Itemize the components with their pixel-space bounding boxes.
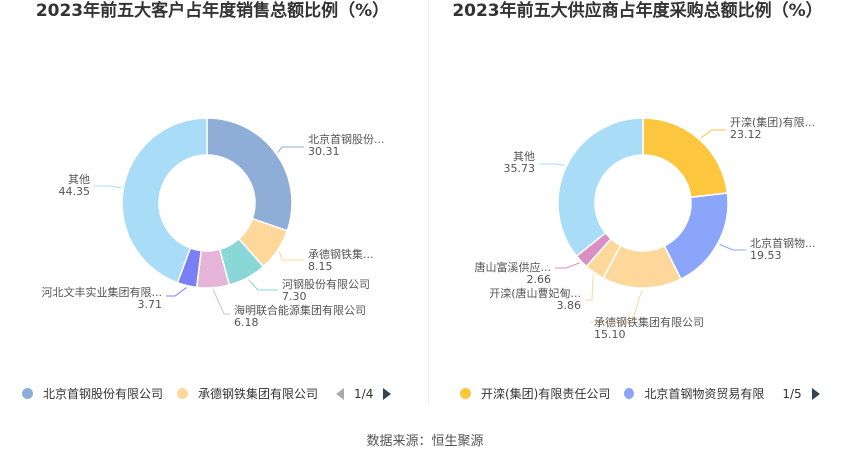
leader-line (94, 185, 122, 189)
slice-value-label: 2.66 (527, 273, 552, 286)
slice-value-label: 15.10 (594, 328, 626, 341)
legend-pager: 1/4 (336, 386, 392, 401)
slice-value-label: 8.15 (308, 260, 333, 273)
legend-page-indicator: 1/4 (354, 386, 374, 401)
next-page-icon[interactable] (811, 387, 820, 400)
chart-title-suppliers: 2023年前五大供应商占年度采购总额比例（%） (452, 1, 823, 21)
legend-label: 承德钢铁集团有限公司 (198, 387, 319, 401)
leader-line (539, 163, 565, 166)
legend-swatch (22, 388, 33, 399)
leader-line (585, 274, 594, 301)
legend-pager: 1/5 (782, 386, 820, 401)
legend-item[interactable]: 北京首钢股份有限公司 (22, 385, 163, 402)
legend-swatch (177, 388, 189, 399)
leader-line (277, 146, 304, 153)
prev-page-icon[interactable] (336, 387, 345, 400)
next-page-icon[interactable] (383, 387, 392, 400)
legend-suppliers: 开滦(集团)有限责任公司 北京首钢物资贸易有限 1/5 (460, 385, 820, 402)
legend-swatch (460, 388, 471, 399)
data-source-note: 数据来源：恒生聚源 (366, 434, 484, 449)
legend-swatch (624, 388, 635, 399)
slice-name-label: 承德钢铁集... (308, 247, 374, 261)
leader-line (700, 129, 726, 139)
pie-slice (121, 117, 208, 284)
leader-line (248, 279, 278, 291)
leader-line (719, 243, 746, 251)
slice-value-label: 3.86 (557, 299, 582, 312)
legend-item[interactable]: 承德钢铁集团有限公司 (177, 385, 318, 402)
leader-line (212, 289, 230, 315)
slice-name-label: 开滦(集团)有限... (730, 115, 815, 129)
slice-value-label: 6.18 (234, 316, 259, 329)
leader-line (278, 251, 304, 261)
legend-page-indicator: 1/5 (782, 386, 802, 401)
slice-name-label: 河北文丰实业集团有限... (42, 285, 163, 299)
slice-value-label: 23.12 (730, 128, 762, 141)
slice-value-label: 7.30 (282, 290, 307, 303)
panel-divider (428, 0, 429, 405)
slice-value-label: 30.31 (308, 145, 340, 158)
slice-name-label: 海明联合能源集团有限公司 (234, 303, 366, 317)
slice-value-label: 35.73 (504, 162, 536, 175)
leader-line (166, 287, 187, 297)
pie-slice (557, 117, 644, 258)
chart-title-customers: 2023年前五大客户占年度销售总额比例（%） (35, 1, 390, 21)
legend-label: 开滦(集团)有限责任公司 (481, 387, 611, 401)
legend-customers: 北京首钢股份有限公司 承德钢铁集团有限公司 1/4 (22, 385, 392, 402)
slice-name-label: 河钢股份有限公司 (282, 277, 370, 291)
leader-line (590, 289, 643, 323)
legend-item[interactable]: 开滦(集团)有限责任公司 (460, 385, 610, 402)
slice-name-label: 开滦(唐山曹妃甸... (489, 286, 581, 300)
legend-item[interactable]: 北京首钢物资贸易有限 (624, 385, 764, 402)
slice-name-label: 承德钢铁集团有限公司 (594, 315, 704, 329)
slice-name-label: 北京首钢物... (750, 236, 816, 250)
leader-line (555, 262, 580, 269)
legend-label: 北京首钢物资贸易有限 (644, 387, 765, 401)
slice-value-label: 19.53 (750, 249, 782, 262)
slice-name-label: 其他 (68, 173, 90, 186)
slice-value-label: 44.35 (59, 185, 91, 198)
slice-value-label: 3.71 (138, 298, 163, 311)
legend-label: 北京首钢股份有限公司 (43, 387, 164, 401)
pie-slice (206, 117, 293, 232)
slice-name-label: 北京首钢股份... (308, 132, 385, 146)
slice-name-label: 唐山富溪供应... (475, 260, 552, 274)
slice-name-label: 其他 (513, 150, 535, 163)
